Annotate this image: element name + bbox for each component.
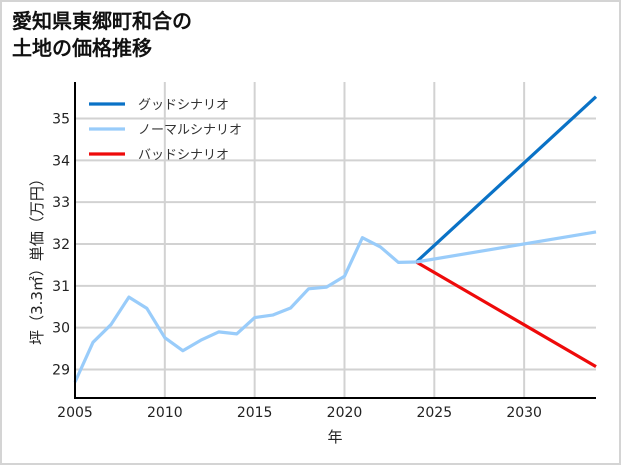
scenario-line-normal <box>416 230 597 264</box>
x-tick-label: 2005 <box>57 405 93 421</box>
scenario-line <box>415 260 597 368</box>
chart-title-line-2: 土地の価格推移 <box>12 36 152 60</box>
x-tick-label: 2010 <box>147 405 183 421</box>
axes <box>74 82 596 399</box>
legend-label: バッドシナリオ <box>138 148 229 163</box>
x-tick-label: 2030 <box>506 405 542 421</box>
x-tick-label: 2015 <box>237 405 273 421</box>
x-axis-label: 年 <box>327 428 342 446</box>
y-axis-label: 坪（3.3㎡）単価（万円） <box>28 171 46 345</box>
chart-title-line-1: 愛知県東郷町和合の <box>12 9 192 33</box>
legend-item: バッドシナリオ <box>89 148 229 163</box>
y-tick-label: 35 <box>52 112 70 128</box>
legend-label: ノーマルシナリオ <box>138 123 242 138</box>
historical-line <box>73 236 417 383</box>
y-tick-label: 34 <box>52 153 70 169</box>
y-tick-label: 31 <box>52 279 70 295</box>
chart-title: 愛知県東郷町和合の 土地の価格推移 <box>12 8 192 62</box>
x-tick-label: 2020 <box>327 405 363 421</box>
y-tick-label: 30 <box>52 321 70 337</box>
scenario-line <box>415 95 598 264</box>
legend-item: ノーマルシナリオ <box>89 123 242 138</box>
y-tick-label: 33 <box>52 195 70 211</box>
y-tick-label: 29 <box>52 363 70 379</box>
tick-labels: 2005 2010 2015 2020 2025 2030 29 30 31 32 33 34 35 <box>52 112 542 422</box>
x-tick-label: 2025 <box>416 405 452 421</box>
data-lines <box>73 95 598 383</box>
legend-item: グッドシナリオ <box>89 98 229 113</box>
y-tick-label: 32 <box>52 237 70 253</box>
legend-label: グッドシナリオ <box>138 98 229 113</box>
